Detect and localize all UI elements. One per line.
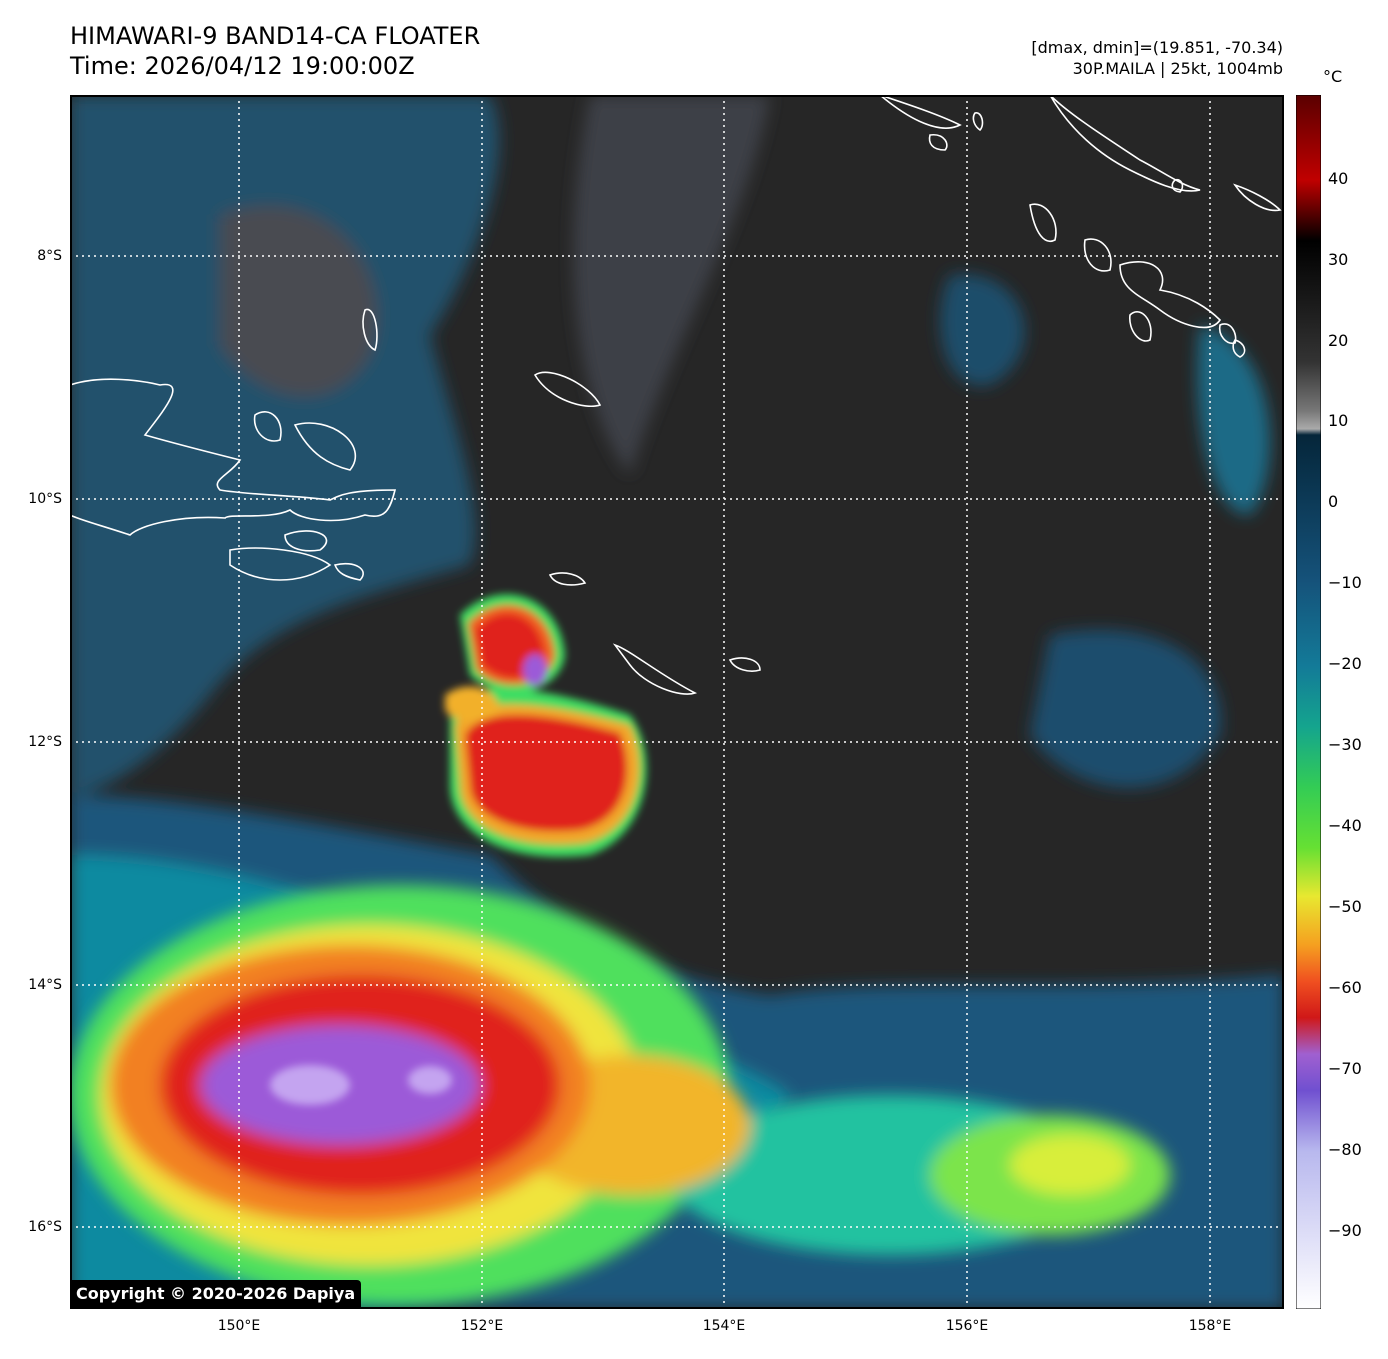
convective-cluster-south <box>70 885 1170 1305</box>
cbar-tick: −60 <box>1328 978 1362 997</box>
cbar-tick: −40 <box>1328 816 1362 835</box>
colorbar <box>1296 95 1321 1309</box>
lon-label-154e: 154°E <box>702 1318 746 1334</box>
coastlines <box>70 95 1282 695</box>
cbar-tick: −80 <box>1328 1140 1362 1159</box>
lat-label-16s: 16°S <box>28 1219 62 1235</box>
figure-title: HIMAWARI-9 BAND14-CA FLOATER <box>70 22 481 50</box>
cbar-tick: 40 <box>1328 169 1349 188</box>
cbar-tick: −20 <box>1328 654 1362 673</box>
cbar-tick: 10 <box>1328 411 1349 430</box>
storm-info-label: 30P.MAILA | 25kt, 1004mb <box>1072 59 1283 78</box>
lon-label-158e: 158°E <box>1188 1318 1232 1334</box>
cbar-tick: 30 <box>1328 250 1349 269</box>
cbar-tick: −70 <box>1328 1059 1362 1078</box>
cbar-tick: −90 <box>1328 1221 1362 1240</box>
lat-label-10s: 10°S <box>28 491 62 507</box>
dmax-dmin-label: [dmax, dmin]=(19.851, -70.34) <box>1031 38 1283 57</box>
convective-cell-north <box>445 594 647 857</box>
lat-label-14s: 14°S <box>28 977 62 993</box>
cbar-tick: 20 <box>1328 331 1349 350</box>
satellite-map <box>70 95 1284 1309</box>
graticule <box>70 95 1284 1309</box>
cbar-tick: −30 <box>1328 735 1362 754</box>
lon-label-156e: 156°E <box>945 1318 989 1334</box>
cbar-tick: −10 <box>1328 573 1362 592</box>
lat-label-12s: 12°S <box>28 734 62 750</box>
cbar-tick: 0 <box>1328 492 1339 511</box>
copyright-badge: Copyright © 2020-2026 Dapiya <box>70 1280 362 1308</box>
lon-label-152e: 152°E <box>460 1318 504 1334</box>
map-frame <box>70 95 1284 1309</box>
colorbar-unit: °C <box>1323 67 1343 86</box>
figure-time: Time: 2026/04/12 19:00:00Z <box>70 52 415 80</box>
lon-label-150e: 150°E <box>217 1318 261 1334</box>
cbar-tick: −50 <box>1328 897 1362 916</box>
lat-label-8s: 8°S <box>37 248 62 264</box>
